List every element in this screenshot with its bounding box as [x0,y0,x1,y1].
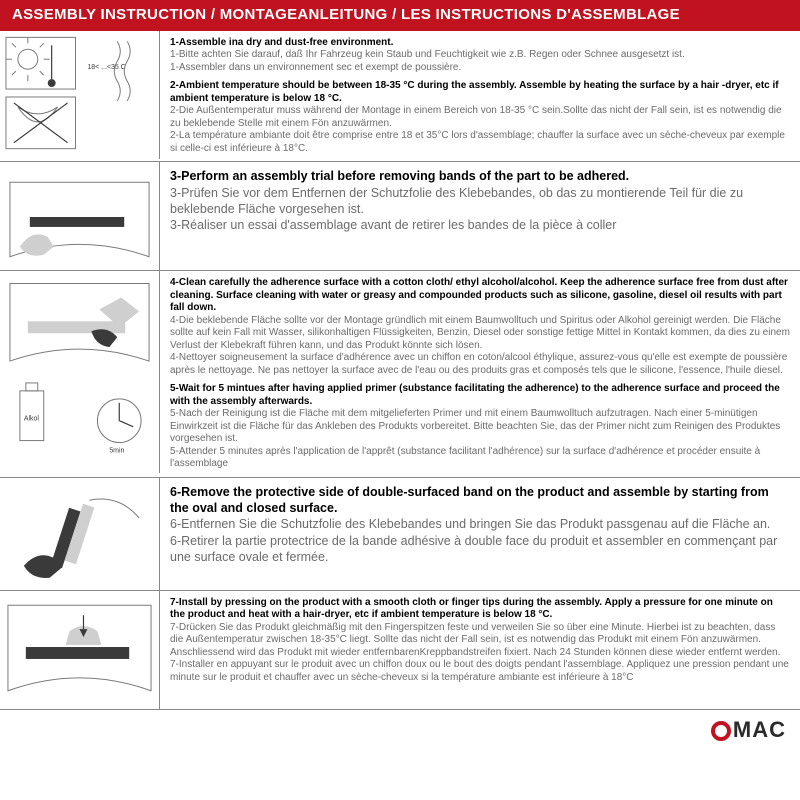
step-translation: 1-Assembler dans un environnement sec et… [170,62,790,75]
instruction-row: 6-Remove the protective side of double-s… [0,478,800,591]
step-lead: 2-Ambient temperature should be between … [170,80,790,105]
step-translation: 6-Retirer la partie protectrice de la ba… [170,533,790,566]
instruction-row: 3-Perform an assembly trial before remov… [0,162,800,271]
step: 7-Install by pressing on the product wit… [170,597,790,685]
text-column: 6-Remove the protective side of double-s… [160,478,800,590]
step-translation: 3-Prüfen Sie vor dem Entfernen der Schut… [170,185,790,218]
illustration-remove-film [0,478,160,590]
step-translation: 2-Die Außentemperatur muss während der M… [170,105,790,130]
step-lead: 5-Wait for 5 mintues after having applie… [170,383,790,408]
header-title: ASSEMBLY INSTRUCTION / MONTAGEANLEITUNG … [12,6,680,23]
step-translation: 4-Die beklebende Fläche sollte vor der M… [170,315,790,353]
bottle-label: Alkol [24,416,39,423]
step-translation: 2-La température ambiante doit être comp… [170,130,790,155]
step-translation: 5-Attender 5 minutes après l'application… [170,446,790,471]
step-translation: 4-Nettoyer soigneusement la surface d'ad… [170,352,790,377]
brand-logo: MAC [711,716,786,744]
step-translation: 7-Installer en appuyant sur le produit a… [170,659,790,684]
illustration-clean-primer: Alkol 5min [0,271,160,473]
footer: MAC [0,710,800,748]
step: 1-Assemble ina dry and dust-free environ… [170,37,790,75]
step-translation: 7-Drücken Sie das Produkt gleichmäßig mi… [170,622,790,660]
instruction-row: 18< ...<35 C 1-Assemble ina dry and dust… [0,31,800,163]
step: 6-Remove the protective side of double-s… [170,484,790,565]
step: 2-Ambient temperature should be between … [170,80,790,155]
step-lead: 3-Perform an assembly trial before remov… [170,168,790,184]
step-translation: 6-Entfernen Sie die Schutzfolie des Kleb… [170,516,790,532]
step-lead: 7-Install by pressing on the product wit… [170,597,790,622]
step-lead: 4-Clean carefully the adherence surface … [170,277,790,315]
brand-o-icon [711,721,731,741]
illustration-env-temp: 18< ...<35 C [0,31,160,159]
text-column: 4-Clean carefully the adherence surface … [160,271,800,477]
step-lead: 1-Assemble ina dry and dust-free environ… [170,37,790,50]
illustration-trial-fit [0,162,160,270]
step: 4-Clean carefully the adherence surface … [170,277,790,377]
header-bar: ASSEMBLY INSTRUCTION / MONTAGEANLEITUNG … [0,0,800,31]
instruction-rows: 18< ...<35 C 1-Assemble ina dry and dust… [0,31,800,710]
step-translation: 3-Réaliser un essai d'assemblage avant d… [170,217,790,233]
text-column: 3-Perform an assembly trial before remov… [160,162,800,270]
text-column: 7-Install by pressing on the product wit… [160,591,800,709]
brand-text: MAC [733,716,786,744]
step-translation: 1-Bitte achten Sie darauf, daß Ihr Fahrz… [170,49,790,62]
temp-range-label: 18< ...<35 C [87,64,125,71]
instruction-row: Alkol 5min 4-Clean carefully the adheren… [0,271,800,478]
step: 3-Perform an assembly trial before remov… [170,168,790,233]
instruction-row: 7-Install by pressing on the product wit… [0,591,800,710]
text-column: 1-Assemble ina dry and dust-free environ… [160,31,800,162]
timer-label: 5min [109,448,124,455]
step: 5-Wait for 5 mintues after having applie… [170,383,790,471]
illustration-press-install [0,591,160,709]
step-translation: 5-Nach der Reinigung ist die Fläche mit … [170,408,790,446]
step-lead: 6-Remove the protective side of double-s… [170,484,790,517]
